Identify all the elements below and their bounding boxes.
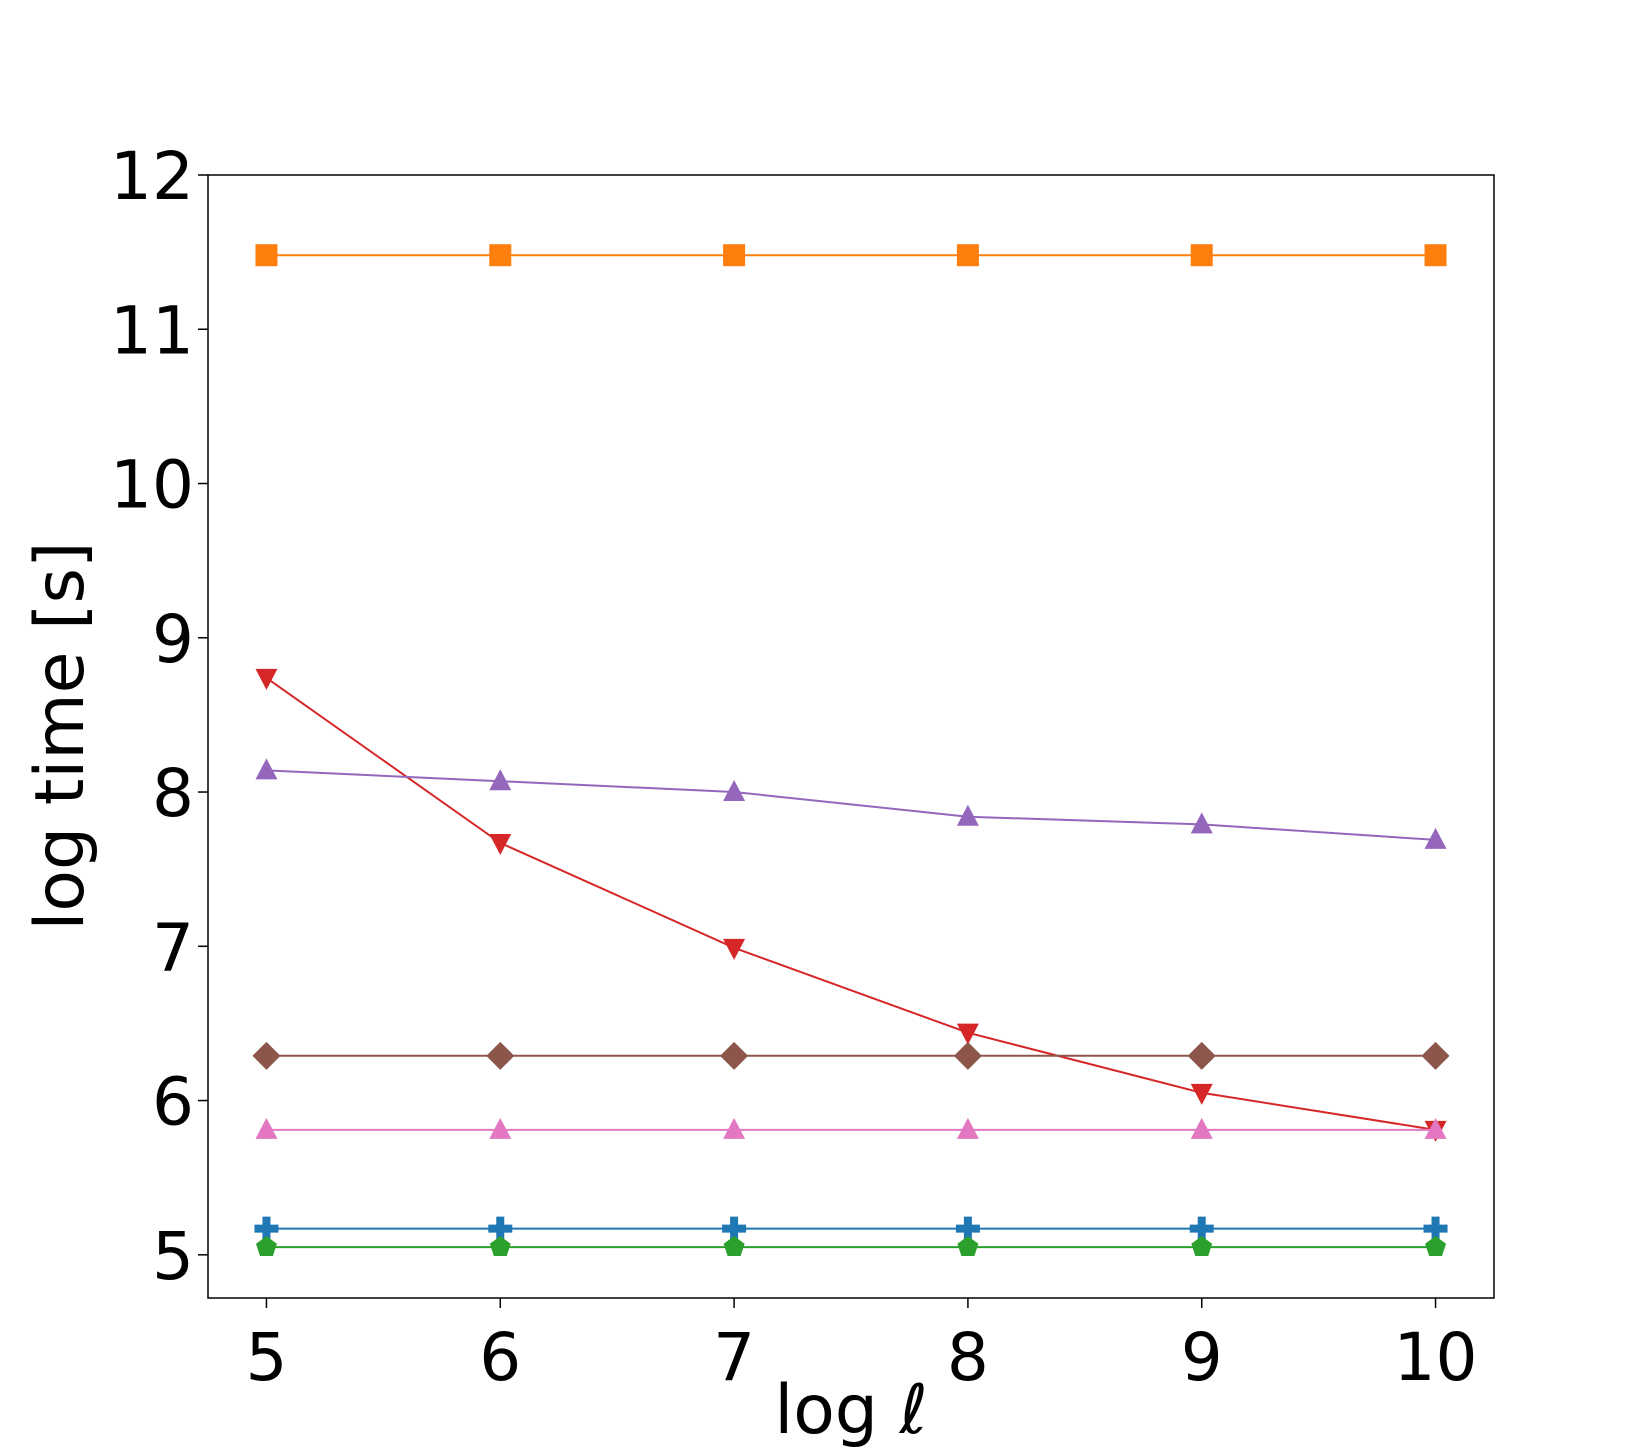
data-point xyxy=(488,1216,513,1241)
y-tick-label: 10 xyxy=(110,447,194,524)
data-point xyxy=(1187,1041,1216,1070)
data-point xyxy=(1190,812,1213,834)
y-axis-label: log time [s] xyxy=(21,541,100,930)
y-tick-label: 7 xyxy=(152,909,194,986)
x-tick-label: 7 xyxy=(713,1319,755,1396)
y-tick-label: 9 xyxy=(152,601,194,678)
data-point xyxy=(489,833,512,855)
data-point xyxy=(486,1041,515,1070)
data-point xyxy=(489,244,512,267)
y-axis-ticks: 5 6 7 8 9 10 11 12 xyxy=(110,138,208,1295)
data-point xyxy=(1424,827,1447,849)
data-point xyxy=(1191,1236,1213,1256)
data-point xyxy=(255,1117,278,1139)
y-tick-label: 5 xyxy=(152,1218,194,1295)
data-point xyxy=(254,1216,279,1241)
data-point xyxy=(489,1236,511,1256)
data-point xyxy=(255,758,278,780)
data-point xyxy=(255,244,278,267)
series-5 xyxy=(255,1117,1447,1139)
data-point xyxy=(255,668,278,690)
data-point xyxy=(723,1117,746,1139)
data-point xyxy=(489,769,512,791)
series-layer xyxy=(252,244,1450,1256)
y-tick-label: 8 xyxy=(152,755,194,832)
series-2 xyxy=(255,668,1447,1142)
data-point xyxy=(489,1117,512,1139)
x-axis-ticks: 5 6 7 8 9 10 xyxy=(245,1298,1478,1396)
data-point xyxy=(720,1041,749,1070)
data-point xyxy=(722,1216,747,1241)
x-axis-label: log ℓ xyxy=(774,1371,927,1450)
data-point xyxy=(1190,1083,1213,1105)
data-point xyxy=(1424,244,1447,267)
x-tick-label: 8 xyxy=(947,1319,989,1396)
series-4 xyxy=(252,1041,1450,1070)
data-point xyxy=(1421,1041,1450,1070)
data-point xyxy=(1190,244,1213,267)
data-point xyxy=(1189,1216,1214,1241)
data-point xyxy=(957,1236,979,1256)
series-1 xyxy=(255,244,1447,267)
data-point xyxy=(1423,1216,1448,1241)
series-7 xyxy=(256,1236,1446,1256)
y-tick-label: 6 xyxy=(152,1064,194,1141)
series-3 xyxy=(255,758,1447,849)
data-point xyxy=(723,780,746,802)
data-point xyxy=(256,1236,277,1256)
x-tick-label: 6 xyxy=(479,1319,521,1396)
data-point xyxy=(723,938,746,960)
series-line xyxy=(265,677,1436,1131)
data-point xyxy=(723,1236,745,1256)
data-point xyxy=(956,244,979,267)
series-6 xyxy=(254,1216,1448,1241)
y-tick-label: 12 xyxy=(110,138,194,215)
data-point xyxy=(956,1023,979,1045)
data-point xyxy=(955,1216,980,1241)
x-tick-label: 10 xyxy=(1394,1319,1478,1396)
data-point xyxy=(723,244,746,267)
x-tick-label: 9 xyxy=(1181,1319,1223,1396)
series-line xyxy=(266,769,1436,841)
data-point xyxy=(956,1117,979,1139)
x-tick-label: 5 xyxy=(245,1319,287,1396)
data-point xyxy=(956,804,979,826)
data-point xyxy=(1190,1117,1213,1139)
data-point xyxy=(252,1041,281,1070)
data-point xyxy=(953,1041,982,1070)
plot-area-frame xyxy=(207,174,1495,1299)
data-point xyxy=(1424,1117,1447,1139)
y-tick-label: 11 xyxy=(110,292,194,369)
data-point xyxy=(1425,1236,1446,1256)
